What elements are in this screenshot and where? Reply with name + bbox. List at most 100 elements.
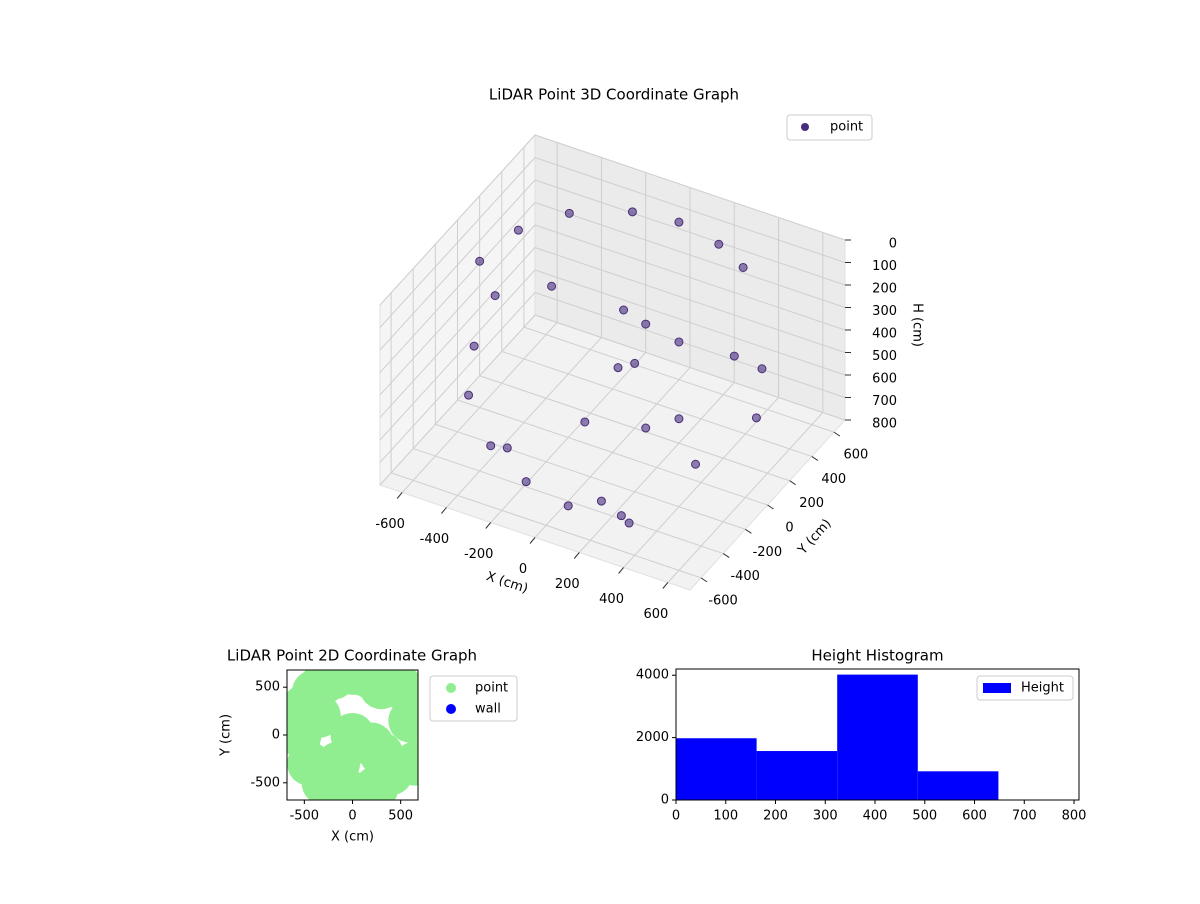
y-axis-label: Y (cm) (795, 516, 835, 558)
x-tick-label: 0 (672, 809, 680, 824)
point (758, 365, 766, 373)
point (503, 444, 511, 452)
point (730, 352, 738, 360)
z-tick-label: 600 (872, 372, 897, 387)
bar (757, 751, 838, 800)
point (739, 263, 747, 271)
y-tick-label: -500 (250, 775, 280, 790)
bar (918, 771, 999, 800)
point (715, 240, 723, 248)
point (597, 497, 605, 505)
y-tick-label: 500 (255, 680, 280, 695)
z-tick-label: 700 (872, 394, 897, 409)
y-tick-label: 4000 (636, 668, 669, 683)
x-tick-label: -600 (375, 517, 405, 532)
tick-mark (619, 568, 624, 574)
point (359, 732, 403, 776)
y-tick-label: 2000 (636, 730, 669, 745)
tick-mark (530, 538, 535, 544)
point (625, 519, 633, 527)
x-axis-label: X (cm) (331, 830, 374, 845)
y-tick-label: 200 (799, 496, 824, 511)
z-tick-label: 300 (872, 304, 897, 319)
z-tick-label: 500 (872, 349, 897, 364)
y-axis-label: Y (cm) (219, 714, 234, 757)
x-tick-label: 300 (813, 809, 838, 824)
point (642, 424, 650, 432)
point (487, 442, 495, 450)
tick-mark (812, 456, 818, 460)
tick-mark (441, 508, 446, 514)
y-tick-label: -400 (730, 569, 760, 584)
x-tick-label: 100 (713, 809, 738, 824)
chart-title: LiDAR Point 2D Coordinate Graph (227, 647, 477, 665)
point (617, 512, 625, 520)
x-tick-label: -200 (464, 547, 494, 562)
point (620, 306, 628, 314)
z-tick-label: 200 (872, 282, 897, 297)
point (564, 502, 572, 510)
tick-mark (701, 578, 707, 582)
x-tick-label: 600 (643, 607, 668, 622)
legend-marker (446, 683, 456, 693)
point (476, 257, 484, 265)
y-tick-label: 0 (785, 521, 793, 536)
z-tick-label: 100 (872, 259, 897, 274)
tick-mark (790, 481, 796, 485)
x-tick-label: -500 (290, 809, 320, 824)
tick-mark (486, 523, 491, 529)
x-tick-label: 400 (863, 809, 888, 824)
y-tick-label: -600 (708, 593, 738, 608)
tick-mark (723, 554, 729, 558)
point (675, 415, 683, 423)
x-tick-label: 500 (912, 809, 937, 824)
point (581, 418, 589, 426)
legend-label: wall (475, 702, 501, 717)
x-tick-label: 400 (599, 592, 624, 607)
y-tick-label: 600 (844, 448, 869, 463)
point (631, 359, 639, 367)
tick-mark (663, 583, 668, 589)
legend-marker (983, 683, 1011, 693)
z-tick-label: 400 (872, 327, 897, 342)
point (675, 218, 683, 226)
point (614, 364, 622, 372)
point (565, 209, 573, 217)
legend-label: point (830, 120, 863, 135)
tick-mark (397, 493, 402, 499)
point (675, 338, 683, 346)
point (642, 320, 650, 328)
bar (676, 738, 757, 800)
point (470, 342, 478, 350)
legend-marker (801, 123, 809, 131)
legend-marker (446, 704, 456, 714)
point (548, 282, 556, 290)
x-tick-label: 800 (1062, 809, 1087, 824)
point (316, 742, 360, 786)
bar (837, 675, 918, 800)
y-tick-label: -200 (753, 545, 783, 560)
point (628, 208, 636, 216)
point (491, 292, 499, 300)
x-tick-label: 200 (555, 577, 580, 592)
x-tick-label: -400 (420, 532, 450, 547)
tick-mark (768, 505, 774, 509)
z-axis-label: H (cm) (910, 303, 925, 347)
x-tick-label: 0 (519, 562, 527, 577)
x-tick-label: 600 (962, 809, 987, 824)
y-tick-label: 400 (821, 472, 846, 487)
x-tick-label: 500 (388, 809, 413, 824)
y-tick-label: 0 (661, 793, 669, 808)
point (514, 226, 522, 234)
z-tick-label: 0 (889, 237, 897, 252)
chart-title: Height Histogram (811, 647, 943, 665)
legend-label: point (475, 681, 508, 696)
x-tick-label: 200 (763, 809, 788, 824)
x-tick-label: 0 (348, 809, 356, 824)
tick-mark (745, 529, 751, 533)
point (465, 391, 473, 399)
tick-mark (834, 432, 840, 436)
tick-mark (574, 553, 579, 559)
y-tick-label: 0 (272, 728, 280, 743)
